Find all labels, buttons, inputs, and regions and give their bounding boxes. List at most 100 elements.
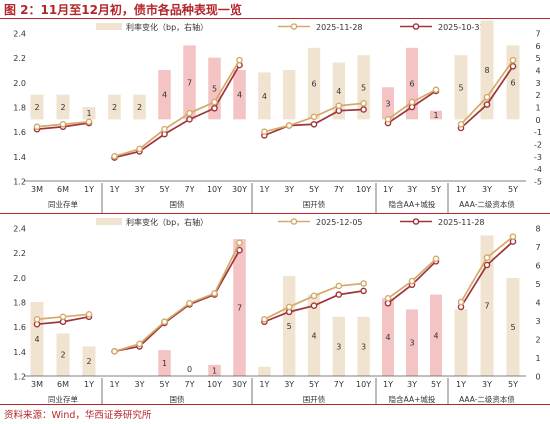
y-right-tick-label: 4 xyxy=(535,299,540,308)
series-point-current xyxy=(186,299,193,307)
series-point-previous xyxy=(310,120,318,128)
series-point-current xyxy=(310,292,318,300)
bar xyxy=(430,294,442,376)
series-point-previous xyxy=(310,302,318,309)
bar xyxy=(258,366,271,376)
series-point-current xyxy=(384,116,392,123)
bar xyxy=(82,107,96,120)
chart-bottom: 1.2 1.4 1.6 1.8 2.0 2.2 2.4 0 1 2 3 4 5 6 7 8 利率变化（bp，右轴… xyxy=(13,217,541,404)
series-point-current xyxy=(285,122,293,129)
bar xyxy=(307,294,321,376)
bar-value-label: 4 xyxy=(433,331,438,340)
bar-value-label: 7 xyxy=(237,304,242,313)
x-tick-label: 10Y xyxy=(207,185,222,194)
bar-value-label: 4 xyxy=(262,92,267,101)
bar-value-label: 7 xyxy=(187,78,192,87)
series-point-current xyxy=(111,348,118,355)
legend-line-a-label: 2025-11-28 xyxy=(316,23,363,32)
y-right-tick-label: 6 xyxy=(535,42,540,51)
legend-bar-label: 利率变化（bp，右轴） xyxy=(126,22,208,32)
bar xyxy=(108,94,121,120)
x-tick-label: 1Y xyxy=(383,380,393,389)
y-right-tick-label: -2 xyxy=(534,141,542,150)
bar-value-label: 2 xyxy=(112,103,117,112)
x-tick-label: 7Y xyxy=(185,380,195,389)
x-tick-label: 3Y xyxy=(284,380,294,389)
bar-value-label: 1 xyxy=(433,111,438,120)
series-line-previous xyxy=(114,64,241,159)
series-point-current xyxy=(161,318,168,326)
y-right-tick-label: 1 xyxy=(535,354,540,363)
bar-value-label: 2 xyxy=(60,103,65,112)
bar-value-label: 2 xyxy=(137,103,142,112)
x-tick-label: 30Y xyxy=(232,185,247,194)
y-left-tick-label: 1.2 xyxy=(13,373,26,382)
legend-line-b-marker xyxy=(412,23,420,30)
y-right-tick-label: 5 xyxy=(535,54,540,63)
y-left-tick-label: 1.2 xyxy=(13,178,26,187)
series-point-current xyxy=(432,86,440,94)
legend-bar-label: 利率变化（bp，右轴） xyxy=(126,217,208,227)
x-tick-label: 3Y xyxy=(482,380,492,389)
series-point-current xyxy=(211,98,218,106)
series-point-current xyxy=(335,102,343,110)
series-point-current xyxy=(432,255,440,263)
series-point-current xyxy=(261,128,268,135)
chart-top: 1.2 1.4 1.6 1.8 2.0 2.2 2.4 -5 -4 -3 -2 -1 0 1 2 3 4 5 6 7 利… xyxy=(13,20,542,213)
y-left-tick-label: 2.4 xyxy=(13,225,26,234)
title-rule xyxy=(0,18,550,19)
series-point-previous xyxy=(483,261,491,269)
x-tick-label: 3Y xyxy=(482,185,492,194)
series-point-current xyxy=(111,153,118,160)
y-right-tick-label: 7 xyxy=(535,243,540,252)
bar xyxy=(307,47,321,120)
y-right-tick-label: 2 xyxy=(535,91,540,100)
y-left-tick-label: 2.2 xyxy=(13,54,26,63)
x-tick-label: 7Y xyxy=(334,380,344,389)
bar-value-label: 2 xyxy=(34,103,39,112)
x-tick-label: 1Y xyxy=(110,185,120,194)
series-point-previous xyxy=(509,63,517,70)
y-right-tick-label: 8 xyxy=(535,225,540,234)
x-tick-label: 3M xyxy=(31,380,43,389)
y-right-tick-label: 3 xyxy=(535,317,540,326)
bar xyxy=(233,70,246,120)
legend-line-b-label: 2025-10-31 xyxy=(438,23,485,32)
series-point-previous xyxy=(483,101,491,108)
x-tick-label: 3M xyxy=(31,185,43,194)
bar xyxy=(56,333,70,376)
series-point-current xyxy=(310,113,318,121)
y-left-tick-label: 2.0 xyxy=(13,274,26,283)
bar xyxy=(133,94,146,120)
bar xyxy=(30,94,44,120)
series-line-previous xyxy=(114,249,241,353)
series-point-current xyxy=(161,125,168,133)
series-line-current xyxy=(114,59,241,158)
x-tick-label: 5Y xyxy=(160,380,170,389)
y-right-tick-label: 3 xyxy=(535,79,540,88)
bar-value-label: 1 xyxy=(86,109,91,118)
series-point-previous xyxy=(211,104,218,112)
panel-divider xyxy=(0,213,550,214)
bar-value-label: 4 xyxy=(34,335,39,344)
group-label: AAA-二级资本债 xyxy=(459,394,515,404)
series-point-previous xyxy=(186,116,193,123)
bar-value-label: 3 xyxy=(336,342,341,351)
legend-line-b-label: 2025-11-28 xyxy=(438,218,485,227)
bar-value-label: 0 xyxy=(187,365,192,374)
x-tick-label: 10Y xyxy=(356,185,371,194)
x-tick-label: 10Y xyxy=(207,380,222,389)
bar-value-label: 4 xyxy=(336,87,341,96)
y-right-tick-label: -5 xyxy=(534,178,542,187)
x-tick-label: 5Y xyxy=(309,185,319,194)
bar xyxy=(406,309,418,376)
y-right-tick-label: 4 xyxy=(535,67,540,76)
x-tick-label: 3Y xyxy=(135,185,145,194)
series-point-current xyxy=(509,233,517,240)
x-tick-label: 10Y xyxy=(356,380,371,389)
x-tick-label: 5Y xyxy=(431,380,441,389)
bar xyxy=(56,94,70,120)
legend-bar-swatch xyxy=(96,23,122,30)
bar-value-label: 3 xyxy=(385,99,390,108)
legend-line-a-label: 2025-12-05 xyxy=(316,218,363,227)
